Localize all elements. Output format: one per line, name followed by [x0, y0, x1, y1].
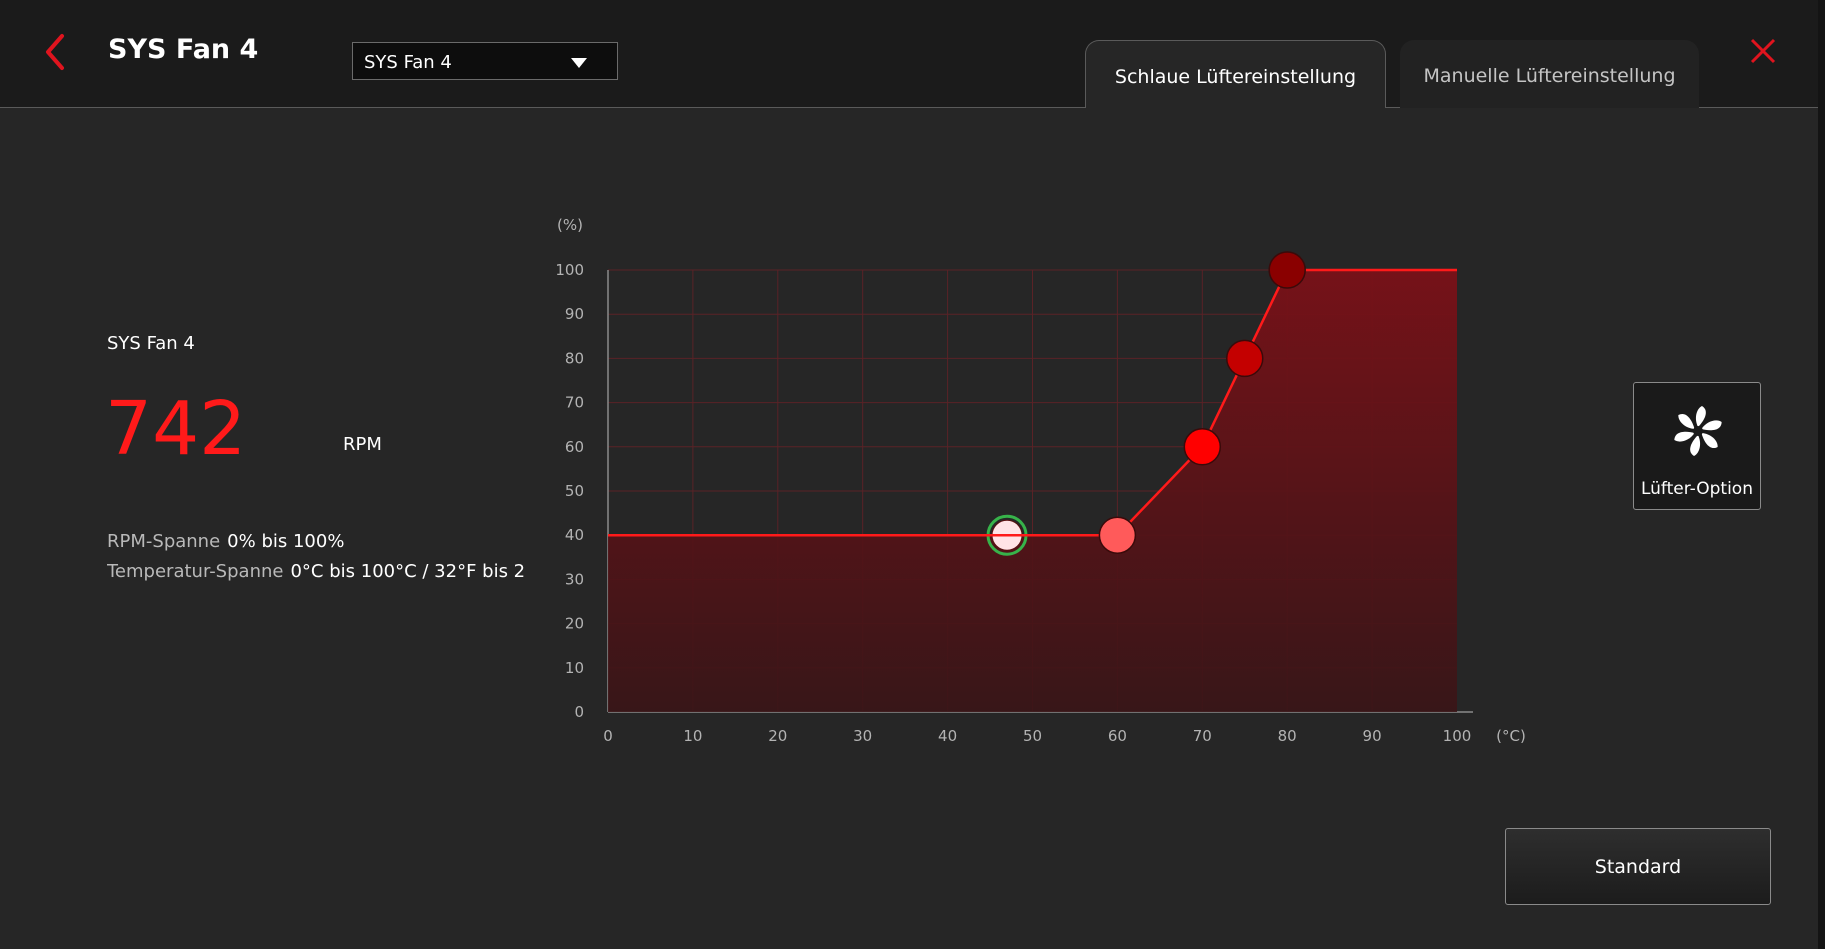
rpm-range-label: RPM-Spanne: [107, 531, 221, 552]
window-edge: [1818, 0, 1825, 949]
close-button[interactable]: [1748, 36, 1778, 66]
y-tick-label: 100: [555, 261, 584, 279]
x-axis-label: (°C): [1496, 727, 1526, 745]
back-button[interactable]: [38, 30, 74, 74]
x-tick-label: 50: [1023, 727, 1042, 745]
x-tick-label: 100: [1443, 727, 1472, 745]
curve-point-handle[interactable]: [1098, 516, 1137, 554]
y-tick-label: 80: [565, 349, 584, 367]
rpm-value: 742: [105, 386, 247, 472]
close-icon: [1750, 38, 1776, 64]
rpm-range-row: RPM-Spanne 0% bis 100%: [107, 531, 344, 552]
caret-down-icon: [571, 58, 587, 68]
y-tick-label: 90: [565, 305, 584, 323]
standard-button-label: Standard: [1594, 856, 1682, 878]
fan-icon: [1674, 406, 1722, 456]
curve-point-handle[interactable]: [1183, 428, 1222, 466]
temp-range-label: Temperatur-Spanne: [107, 561, 284, 582]
x-tick-label: 10: [683, 727, 702, 745]
fan-option-label: Lüfter-Option: [1640, 479, 1753, 499]
x-tick-label: 30: [853, 727, 872, 745]
curve-point-handle[interactable]: [1268, 251, 1306, 289]
x-tick-label: 20: [768, 727, 787, 745]
page-title: SYS Fan 4: [108, 34, 259, 65]
fan-selector-value: SYS Fan 4: [364, 52, 452, 73]
tab-smart-fan-label: Schlaue Lüftereinstellung: [1114, 66, 1357, 88]
x-tick-label: 40: [938, 727, 957, 745]
temp-range-row: Temperatur-Spanne 0°C bis 100°C / 32°F bi…: [107, 561, 524, 582]
curve-point-handle[interactable]: [1226, 339, 1264, 378]
header-divider: [0, 107, 1085, 108]
standard-button[interactable]: Standard: [1505, 828, 1771, 905]
x-tick-label: 60: [1108, 727, 1127, 745]
fan-selector-dropdown[interactable]: SYS Fan 4: [352, 42, 618, 80]
y-tick-label: 40: [565, 526, 584, 544]
y-tick-label: 50: [565, 482, 584, 500]
chevron-left-icon: [46, 34, 64, 70]
y-axis-label: (%): [557, 216, 583, 234]
temp-range-value: 0°C bis 100°C / 32°F bis 212: [290, 561, 524, 582]
x-tick-label: 80: [1278, 727, 1297, 745]
x-tick-label: 90: [1363, 727, 1382, 745]
tab-manual-fan-label: Manuelle Lüftereinstellung: [1423, 65, 1676, 87]
x-tick-label: 0: [603, 727, 613, 745]
y-tick-label: 70: [565, 394, 584, 412]
x-tick-label: 70: [1193, 727, 1212, 745]
tab-manual-fan[interactable]: Manuelle Lüftereinstellung: [1400, 40, 1699, 108]
y-tick-label: 0: [574, 703, 584, 721]
fan-option-button[interactable]: Lüfter-Option: [1633, 382, 1761, 510]
rpm-range-value: 0% bis 100%: [227, 531, 345, 552]
curve-area: [608, 270, 1457, 712]
y-tick-label: 20: [565, 615, 584, 633]
fan-name-label: SYS Fan 4: [107, 333, 195, 354]
y-tick-label: 30: [565, 570, 584, 588]
y-tick-label: 60: [565, 438, 584, 456]
y-tick-label: 10: [565, 659, 584, 677]
rpm-unit: RPM: [343, 434, 382, 455]
tab-smart-fan[interactable]: Schlaue Lüftereinstellung: [1085, 40, 1386, 108]
